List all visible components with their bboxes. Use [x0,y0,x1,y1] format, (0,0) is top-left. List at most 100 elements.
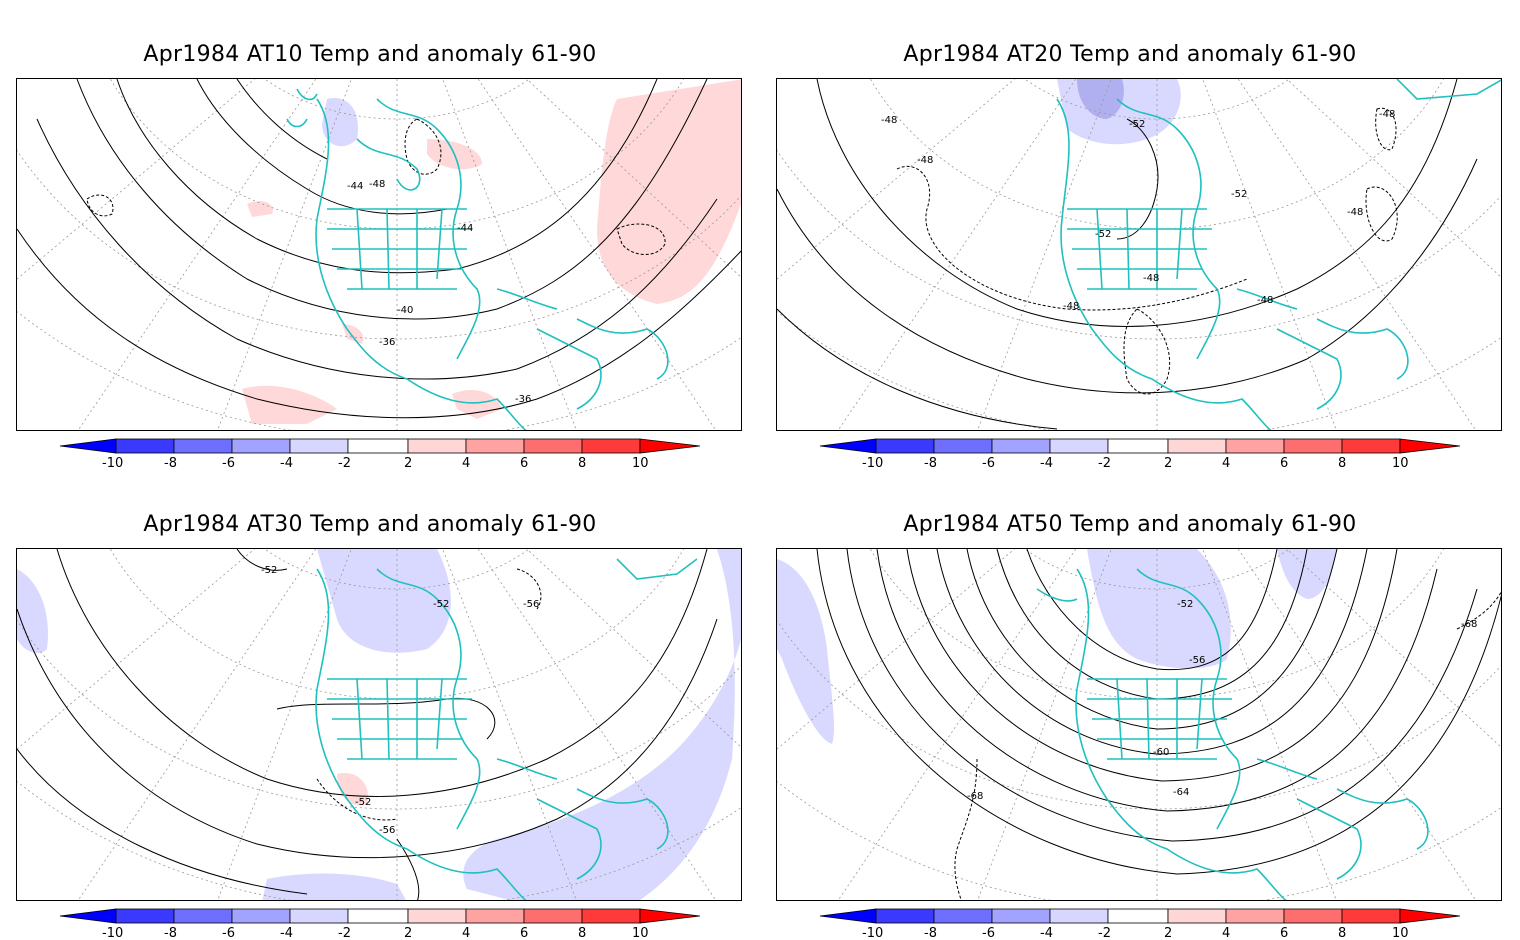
panel-title: Apr1984 AT20 Temp and anomaly 61-90 [903,42,1357,67]
colorbar-tick-label: 4 [462,456,470,470]
colorbar-tick-label: 2 [404,926,412,940]
colorbar-tick-label: 6 [520,456,528,470]
colorbar-tick-label: -4 [1040,926,1053,940]
negative-anomaly-patch [1087,549,1231,669]
contour-label: -48 [1379,109,1395,120]
colorbar-tick-label: -6 [222,456,235,470]
colorbar-tick-label: -10 [102,456,123,470]
negative-anomaly-patch-strong [1077,79,1124,119]
colorbar-tick-label: -2 [1098,926,1111,940]
colorbar-swatches [59,908,701,924]
contour-label: -56 [379,825,395,836]
graticule [777,79,1501,430]
colorbar-swatches [59,438,701,454]
map-svg: -48 -48 -52 -52 -52 -48 -48 -48 -48 -48 [777,79,1501,430]
map-svg: -44 -48 -44 -40 -36 -36 [17,79,741,430]
colorbar: -10 -8 -6 -4 -2 2 4 6 8 10 [819,908,1461,940]
contour-label: -64 [1173,787,1189,798]
colorbar-tick-label: -4 [1040,456,1053,470]
coastlines [1056,79,1501,430]
colorbar-tick-label: -10 [862,456,883,470]
colorbar-tick-label: 4 [1222,456,1230,470]
colorbar-tick-label: -2 [1098,456,1111,470]
colorbar-tick-label: 10 [632,926,649,940]
contour-label: -40 [397,305,413,316]
colorbar-tick-label: -2 [338,456,351,470]
colorbar-tick-label: 10 [1392,926,1409,940]
contour-label: -68 [967,791,983,802]
colorbar-tick-label: 2 [1164,926,1172,940]
colorbar-tick-label: -4 [280,926,293,940]
map-frame: -48 -48 -52 -52 -52 -48 -48 -48 -48 -48 [776,78,1502,431]
colorbar-swatches [819,438,1461,454]
colorbar-tick-label: 2 [1164,456,1172,470]
contour-label: -52 [1129,119,1145,130]
panel-at30: Apr1984 AT30 Temp and anomaly 61-90 [0,470,742,940]
negative-anomaly-patch [17,569,48,654]
map-svg: -52 -56 -60 -64 -68 -68 [777,549,1501,900]
coastlines [286,88,669,430]
negative-anomaly-patch [322,98,358,147]
contour-label: -52 [1177,599,1193,610]
contours [777,79,1478,430]
graticule [777,549,1501,900]
map-svg: -52 -52 -56 -52 -56 [17,549,741,900]
contour-label: -48 [917,155,933,166]
contour-label: -48 [1257,295,1273,306]
coastlines [1036,568,1429,900]
map-frame: -52 -56 -60 -64 -68 -68 [776,548,1502,901]
contour-label: -48 [881,115,897,126]
colorbar-tick-label: -8 [164,456,177,470]
colorbar-tick-label: 6 [1280,456,1288,470]
colorbar: -10 -8 -6 -4 -2 2 4 6 8 10 [59,438,701,470]
coastlines [315,558,698,900]
contour-label: -56 [1189,655,1205,666]
contour-label: -68 [1461,619,1477,630]
colorbar-tick-label: -8 [924,926,937,940]
colorbar-tick-label: 4 [462,926,470,940]
colorbar-tick-label: -10 [102,926,123,940]
colorbar-tick-label: -6 [982,456,995,470]
colorbar-tick-label: 10 [632,456,649,470]
colorbar-tick-label: -8 [164,926,177,940]
colorbar-tick-label: 6 [520,926,528,940]
colorbar-tick-label: 8 [578,926,586,940]
colorbar-tick-label: 4 [1222,926,1230,940]
colorbar-tick-label: -6 [222,926,235,940]
graticule [17,79,741,430]
contour-label: -36 [515,394,531,405]
colorbar-tick-label: 2 [404,456,412,470]
colorbar-tick-label: 8 [1338,926,1346,940]
contour-label: -56 [523,599,539,610]
positive-anomaly-patch [597,79,741,304]
colorbar-tick-label: 8 [1338,456,1346,470]
contour-label: -52 [261,565,277,576]
colorbar-tick-label: -6 [982,926,995,940]
map-frame: -52 -52 -56 -52 -56 [16,548,742,901]
colorbar-tick-label: -4 [280,456,293,470]
contour-label: -48 [1347,207,1363,218]
contour-label: -48 [1063,301,1079,312]
negative-anomaly-patch [777,559,835,744]
panel-at10: Apr1984 AT10 Temp and anomaly 61-90 [0,0,742,470]
map-frame: -44 -48 -44 -40 -36 -36 [16,78,742,431]
contour-label: -48 [1143,273,1159,284]
panel-at20: Apr1984 AT20 Temp and anomaly 61-90 [760,0,1502,470]
colorbar-tick-label: 10 [1392,456,1409,470]
colorbar-tick-label: -10 [862,926,883,940]
contour-label: -48 [369,179,385,190]
colorbar: -10 -8 -6 -4 -2 2 4 6 8 10 [819,438,1461,470]
contour-label: -52 [1095,229,1111,240]
positive-anomaly-patch [452,389,502,419]
contour-label: -44 [347,181,363,192]
negative-anomaly-patch [463,549,741,900]
contour-label: -52 [1231,189,1247,200]
panel-at50: Apr1984 AT50 Temp and anomaly 61-90 [760,470,1502,940]
positive-anomaly-patch [247,201,273,217]
negative-anomaly-patch [262,873,406,900]
panel-title: Apr1984 AT10 Temp and anomaly 61-90 [143,42,597,67]
colorbar-tick-label: -8 [924,456,937,470]
positive-anomaly-patch [337,773,368,806]
negative-anomaly-patch [317,549,451,653]
contour-label: -44 [457,223,473,234]
